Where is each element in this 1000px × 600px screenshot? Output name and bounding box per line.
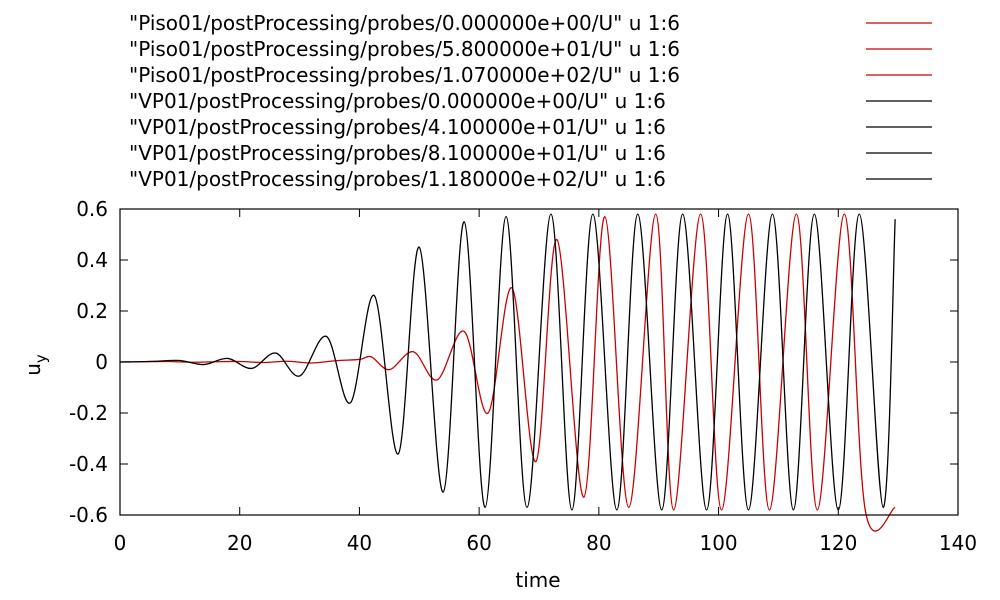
y-axis-title-sub: y	[32, 354, 50, 363]
x-tick-label: 60	[466, 531, 491, 555]
y-tick-label: 0.6	[76, 197, 108, 221]
legend-entry-label: "VP01/postProcessing/probes/0.000000e+00…	[129, 89, 666, 113]
x-tick-label: 20	[227, 531, 252, 555]
x-tick-label: 140	[939, 531, 977, 555]
x-tick-label: 0	[114, 531, 127, 555]
y-axis-title-main: u	[21, 363, 45, 376]
x-tick-label: 80	[586, 531, 611, 555]
legend-entry-label: "Piso01/postProcessing/probes/0.000000e+…	[129, 11, 680, 35]
series-line-0	[119, 213, 896, 532]
axis-ticks: 0 20 40 60 80 100 120 140 -0.6 -0.4 -0.2 0 0.2 0.4 0.6	[69, 197, 977, 555]
x-axis-title: time	[515, 568, 560, 592]
y-tick-label: 0.2	[76, 299, 108, 323]
legend-entry-label: "Piso01/postProcessing/probes/1.070000e+…	[129, 63, 680, 87]
x-tick-label: 40	[347, 531, 372, 555]
y-tick-label: 0.4	[76, 248, 108, 272]
legend-entry-label: "Piso01/postProcessing/probes/5.800000e+…	[129, 37, 680, 61]
legend-entry-label: "VP01/postProcessing/probes/4.100000e+01…	[129, 115, 666, 139]
y-tick-label: -0.2	[69, 401, 108, 425]
y-tick-label: -0.6	[69, 503, 108, 527]
y-tick-label: -0.4	[69, 452, 108, 476]
y-tick-label: 0	[95, 350, 108, 374]
x-tick-label: 100	[699, 531, 737, 555]
x-tick-label: 120	[819, 531, 857, 555]
legend-entry-label: "VP01/postProcessing/probes/8.100000e+01…	[129, 141, 666, 165]
plot-series-group	[119, 213, 896, 532]
y-axis-title: uy	[21, 354, 50, 376]
legend: "Piso01/postProcessing/probes/0.000000e+…	[129, 11, 932, 191]
series-line-3	[119, 213, 896, 511]
legend-entry-label: "VP01/postProcessing/probes/1.180000e+02…	[129, 167, 666, 191]
